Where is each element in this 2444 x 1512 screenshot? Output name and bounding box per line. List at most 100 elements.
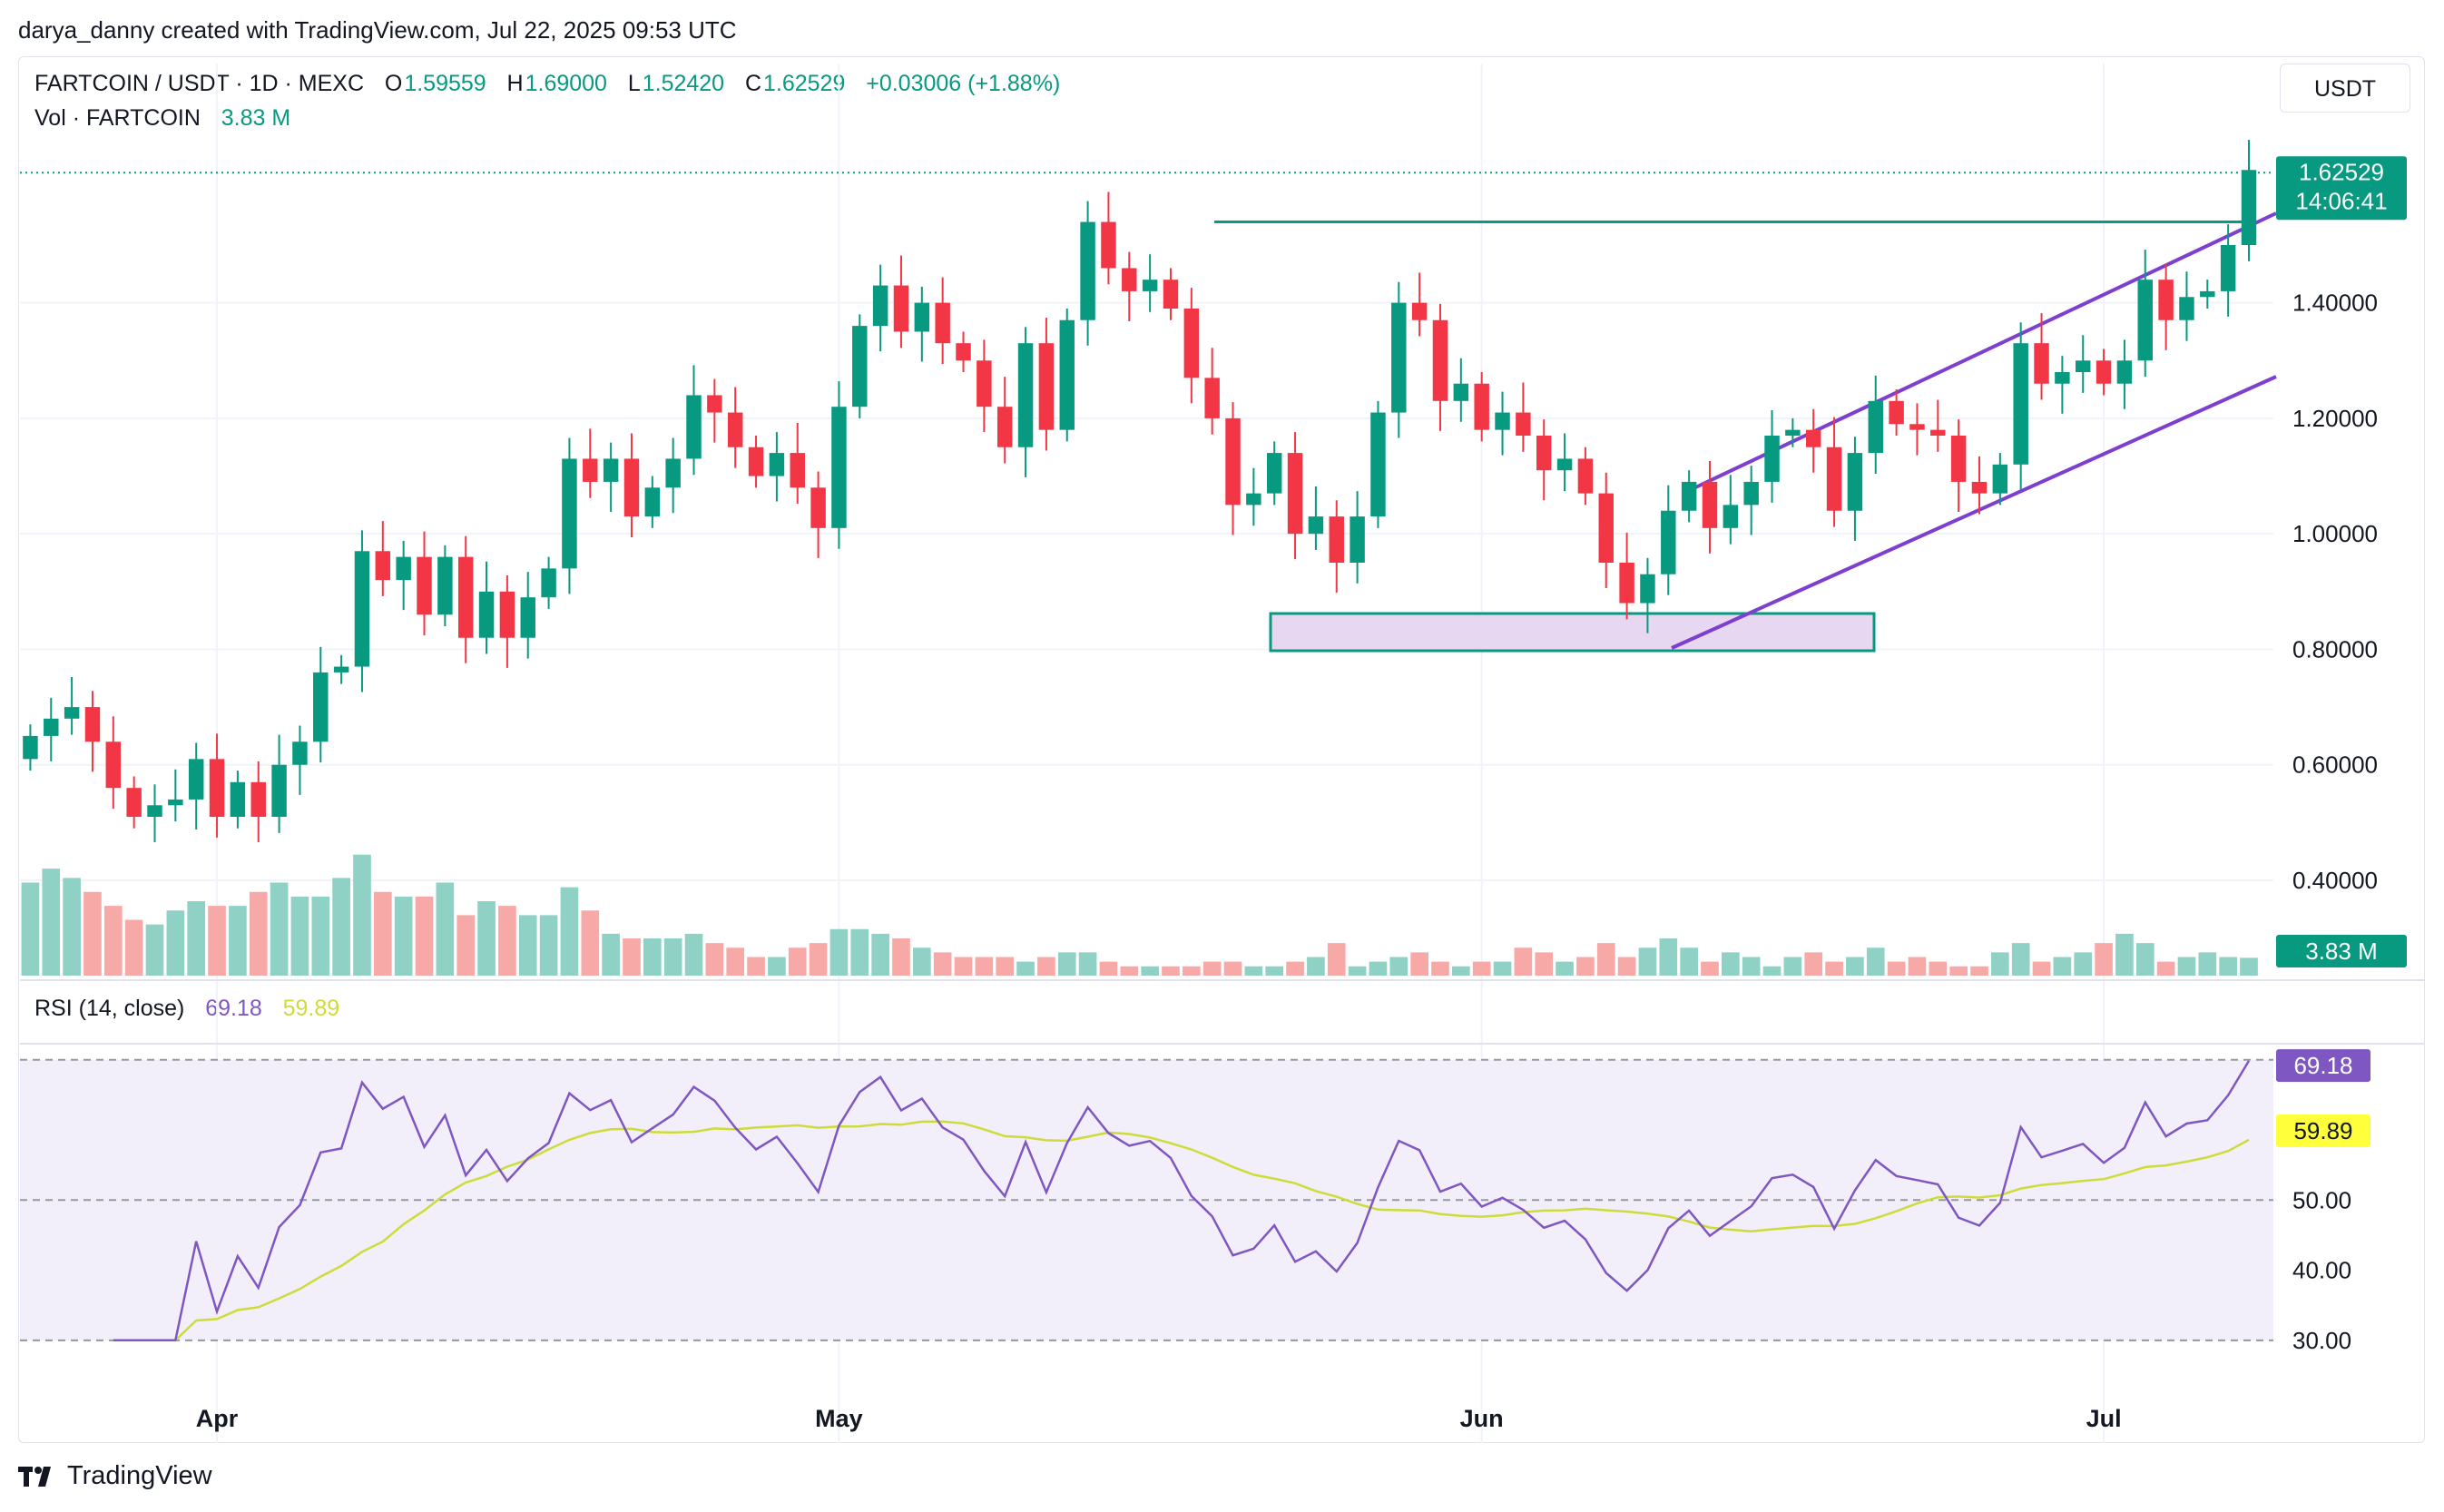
volume-bar xyxy=(436,882,455,976)
volume-bar xyxy=(1431,961,1449,976)
volume-bar xyxy=(1183,966,1201,976)
open-label: O xyxy=(384,71,403,96)
candle-body xyxy=(914,302,930,332)
volume-bar xyxy=(912,947,931,976)
volume-bar xyxy=(1846,957,1864,976)
candle-body xyxy=(126,788,142,817)
symbol-name[interactable]: FARTCOIN / USDT · 1D · MEXC xyxy=(34,71,365,96)
volume-bar xyxy=(1348,966,1367,976)
volume-bar xyxy=(788,947,807,976)
symbol-legend: FARTCOIN / USDT · 1D · MEXC O1.59559 H1.… xyxy=(34,71,1062,97)
rsi-ma-tag xyxy=(2276,1114,2370,1147)
brand-name: TradingView xyxy=(67,1461,212,1490)
candle-body xyxy=(354,551,370,667)
candle-body xyxy=(1723,505,1739,528)
candle-body xyxy=(1992,464,2008,494)
tradingview-logo[interactable]: TradingView xyxy=(18,1461,212,1491)
volume-bar xyxy=(145,924,164,976)
candle-body xyxy=(686,395,702,459)
candle-body xyxy=(417,556,432,615)
currency-button[interactable]: USDT xyxy=(2280,64,2410,113)
candle-body xyxy=(1516,412,1531,436)
candle-body xyxy=(2158,280,2174,320)
candle-body xyxy=(977,360,992,407)
volume-bar xyxy=(1078,952,1097,976)
volume-bar xyxy=(1493,961,1512,976)
price-axis-label: 1.40000 xyxy=(2292,290,2378,317)
price-axis-label: 0.80000 xyxy=(2292,635,2378,663)
candle-body xyxy=(2116,360,2133,384)
candle-body xyxy=(396,556,411,581)
candle-body xyxy=(1909,424,1925,430)
volume-bar xyxy=(63,878,81,976)
volume-bar xyxy=(1016,961,1035,976)
candle-body xyxy=(1640,574,1655,604)
volume-bar xyxy=(1659,938,1678,976)
volume-bar xyxy=(1327,943,1346,976)
volume-bar xyxy=(2032,961,2051,976)
candle-body xyxy=(1764,436,1780,482)
volume-bar xyxy=(2115,933,2134,976)
rsi-axis-label: 50.00 xyxy=(2292,1186,2351,1213)
candle-body xyxy=(810,487,826,528)
volume-bar xyxy=(1244,966,1263,976)
volume-bar xyxy=(1037,957,1055,976)
candle-body xyxy=(603,458,619,482)
volume-bar xyxy=(373,891,392,976)
candle-body xyxy=(541,568,556,598)
candle-body xyxy=(935,302,950,344)
candle-body xyxy=(1329,516,1344,563)
candle-body xyxy=(748,447,764,476)
volume-tag xyxy=(2276,935,2407,967)
candle-body xyxy=(2220,245,2236,291)
volume-bar xyxy=(498,906,516,976)
candle-body xyxy=(769,453,785,476)
candle-body xyxy=(1038,343,1055,430)
rsi-label[interactable]: RSI (14, close) xyxy=(34,996,185,1021)
volume-tag-value: 3.83 M xyxy=(2305,938,2378,965)
time-axis-label: May xyxy=(815,1405,863,1432)
candle-body xyxy=(1577,458,1594,494)
volume-bar xyxy=(892,938,910,976)
bar-countdown: 14:06:41 xyxy=(2295,187,2387,214)
volume-bar xyxy=(1991,952,2009,976)
rsi-value-tag-text: 69.18 xyxy=(2293,1052,2352,1079)
volume-bar xyxy=(602,933,620,976)
candle-body xyxy=(313,672,329,742)
candle-body xyxy=(333,666,349,673)
candle-body xyxy=(2241,170,2257,245)
volume-bar xyxy=(290,896,309,976)
candle-body xyxy=(1930,429,1946,436)
candle-body xyxy=(1101,221,1116,269)
volume-bar xyxy=(1701,961,1719,976)
volume-bar xyxy=(353,854,371,976)
candle-body xyxy=(707,395,722,413)
low-label: L xyxy=(627,71,641,96)
volume-bar xyxy=(394,896,413,976)
candle-body xyxy=(292,741,308,765)
price-axis-label: 1.00000 xyxy=(2292,520,2378,547)
candle-body xyxy=(1743,481,1759,506)
candle-body xyxy=(644,487,661,517)
volume-bar xyxy=(1596,943,1615,976)
price-axis-label: 1.20000 xyxy=(2292,405,2378,432)
low-value: 1.52420 xyxy=(642,71,725,96)
volume-label[interactable]: Vol · FARTCOIN xyxy=(34,105,201,131)
open-value: 1.59559 xyxy=(404,71,486,96)
candle-body xyxy=(1681,481,1697,511)
volume-bar xyxy=(1742,957,1761,976)
candle-body xyxy=(1059,319,1075,430)
volume-bar xyxy=(1162,966,1180,976)
candle-body xyxy=(1785,429,1801,436)
last-price-tag-value: 1.62529 xyxy=(2299,158,2384,185)
candle-body xyxy=(1163,280,1179,309)
volume-bar xyxy=(954,957,973,976)
volume-bar xyxy=(1472,961,1491,976)
volume-bar xyxy=(477,901,496,976)
candle-body xyxy=(2034,343,2049,384)
candle-body xyxy=(1598,493,1614,563)
candle-body xyxy=(209,759,225,817)
volume-bar xyxy=(1514,947,1533,976)
volume-bar xyxy=(871,933,889,976)
